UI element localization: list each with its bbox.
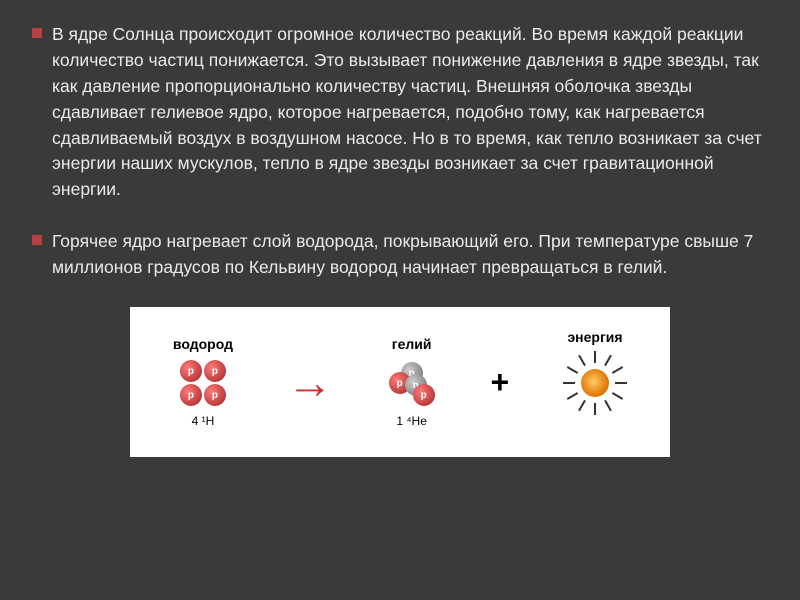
hydrogen-label: водород <box>173 336 233 352</box>
bullet-item-1: В ядре Солнца происходит огромное количе… <box>32 22 768 203</box>
helium-column: гелий n p n p 1 ⁴He <box>387 336 437 428</box>
paragraph-1: В ядре Солнца происходит огромное количе… <box>52 22 768 203</box>
plus-icon: + <box>491 364 510 401</box>
bullet-item-2: Горячее ядро нагревает слой водорода, по… <box>32 229 768 281</box>
helium-formula: 1 ⁴He <box>396 414 427 428</box>
energy-spacer <box>593 421 596 435</box>
arrow-right-icon: → <box>287 359 333 405</box>
helium-cluster: n p n p <box>387 358 437 408</box>
paragraph-2: Горячее ядро нагревает слой водорода, по… <box>52 229 768 281</box>
fusion-diagram: водород p p p p 4 ¹H → гелий n p n p 1 ⁴… <box>130 307 670 457</box>
proton-icon: p <box>180 384 202 406</box>
proton-icon: p <box>204 360 226 382</box>
hydrogen-formula: 4 ¹H <box>192 414 215 428</box>
hydrogen-column: водород p p p p 4 ¹H <box>173 336 233 428</box>
proton-icon: p <box>204 384 226 406</box>
hydrogen-cluster: p p p p <box>178 358 228 408</box>
helium-label: гелий <box>392 336 432 352</box>
energy-label: энергия <box>567 329 622 345</box>
proton-icon: p <box>180 360 202 382</box>
bullet-square-icon <box>32 235 42 245</box>
proton-icon: p <box>413 384 435 406</box>
bullet-square-icon <box>32 28 42 38</box>
energy-sun-icon <box>563 351 627 415</box>
energy-column: энергия <box>563 329 627 435</box>
